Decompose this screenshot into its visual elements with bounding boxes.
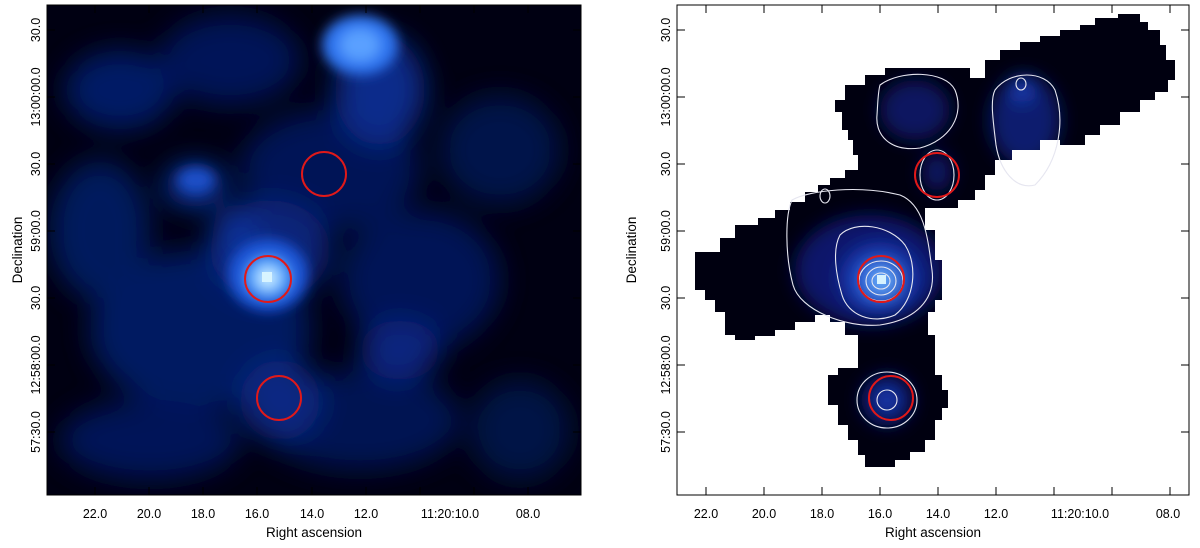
- right-y-axis-title: Declination: [624, 217, 639, 284]
- x-tick-label: 08.0: [516, 507, 540, 521]
- left-panel: 22.0 20.0 18.0 16.0 14.0 12.0 11:20:10.0…: [10, 4, 582, 540]
- right-region-circles: [857, 152, 960, 421]
- y-tick-label: 57:30.0: [659, 411, 673, 453]
- contour-inner-center-3: [871, 272, 891, 290]
- x-tick-label: 12.0: [354, 507, 378, 521]
- left-region-circles: [244, 151, 347, 421]
- left-x-axis-title: Right ascension: [266, 525, 362, 540]
- x-tick-label: 11:20:10.0: [421, 507, 479, 521]
- left-y-axis-title: Declination: [10, 217, 25, 284]
- right-ticks: [677, 5, 1189, 495]
- y-tick-label: 12:58:00.0: [659, 335, 673, 394]
- x-tick-label: 12.0: [984, 507, 1008, 521]
- contour-outer-center: [786, 189, 934, 326]
- x-tick-label: 18.0: [810, 507, 834, 521]
- x-tick-label: 22.0: [694, 507, 718, 521]
- x-tick-label: 20.0: [752, 507, 776, 521]
- left-region-center: [244, 255, 292, 303]
- y-tick-label: 30.0: [659, 286, 673, 310]
- left-y-tick-labels: 30.0 13:00:00.0 30.0 59:00.0 30.0 12:58:…: [29, 18, 43, 453]
- y-tick-label: 13:00:00.0: [29, 67, 43, 126]
- contour-small-left: [819, 188, 831, 204]
- left-ticks: [47, 5, 581, 495]
- right-region-south: [868, 375, 914, 421]
- y-tick-label: 57:30.0: [29, 411, 43, 453]
- x-tick-label: 11:20:10.0: [1051, 507, 1109, 521]
- x-tick-label: 14.0: [300, 507, 324, 521]
- x-tick-label: 14.0: [926, 507, 950, 521]
- right-plot-frame: [676, 4, 1190, 496]
- y-tick-label: 30.0: [29, 286, 43, 310]
- contour-north-left: [876, 73, 959, 150]
- x-tick-label: 20.0: [137, 507, 161, 521]
- x-tick-label: 18.0: [191, 507, 215, 521]
- right-region-north: [914, 152, 960, 198]
- left-intensity-map: [47, 5, 581, 495]
- contour-inner-center-2: [865, 266, 897, 296]
- contour-north-peak: [1015, 77, 1027, 91]
- x-tick-label: 16.0: [868, 507, 892, 521]
- x-tick-label: 16.0: [245, 507, 269, 521]
- right-x-axis-title: Right ascension: [885, 525, 981, 540]
- y-tick-label: 30.0: [29, 18, 43, 42]
- y-tick-label: 13:00:00.0: [659, 67, 673, 126]
- left-region-south: [256, 375, 302, 421]
- y-tick-label: 59:00.0: [29, 210, 43, 252]
- x-tick-label: 22.0: [83, 507, 107, 521]
- left-region-north: [301, 151, 347, 197]
- right-y-tick-labels: 30.0 13:00:00.0 30.0 59:00.0 30.0 12:58:…: [659, 18, 673, 453]
- left-plot-frame: [46, 4, 582, 496]
- y-tick-label: 30.0: [29, 152, 43, 176]
- contour-mid-center: [834, 225, 914, 320]
- right-region-center: [857, 255, 905, 303]
- y-tick-label: 30.0: [659, 18, 673, 42]
- right-x-tick-labels: 22.0 20.0 18.0 16.0 14.0 12.0 11:20:10.0…: [694, 507, 1180, 521]
- contour-south-outer: [856, 371, 918, 429]
- contour-region-north: [919, 149, 955, 201]
- y-tick-label: 30.0: [659, 152, 673, 176]
- x-tick-label: 08.0: [1156, 507, 1180, 521]
- y-tick-label: 59:00.0: [659, 210, 673, 252]
- contour-south-inner: [876, 389, 898, 411]
- left-x-tick-labels: 22.0 20.0 18.0 16.0 14.0 12.0 11:20:10.0…: [83, 507, 540, 521]
- right-panel: 22.0 20.0 18.0 16.0 14.0 12.0 11:20:10.0…: [624, 4, 1190, 540]
- y-tick-label: 12:58:00.0: [29, 335, 43, 394]
- contour-north-right: [991, 74, 1061, 187]
